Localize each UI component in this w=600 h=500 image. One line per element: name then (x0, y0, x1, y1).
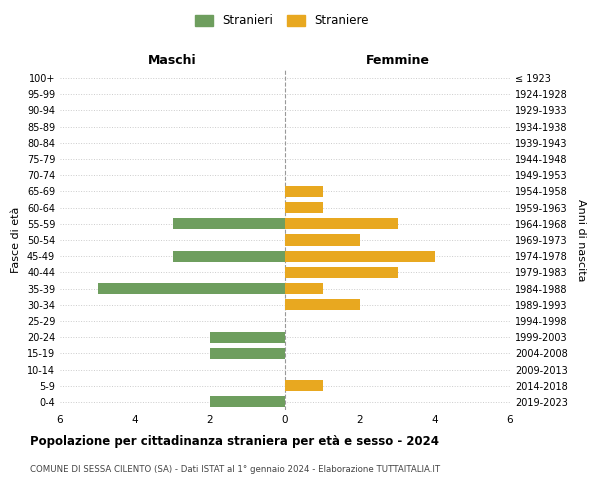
Bar (210, 348, 285, 359)
Bar (285, 234, 360, 246)
Bar (285, 186, 323, 197)
Bar (285, 380, 323, 391)
Bar (285, 267, 398, 278)
Bar (173, 218, 285, 230)
Bar (210, 332, 285, 342)
Bar (285, 283, 323, 294)
Text: Maschi: Maschi (148, 54, 197, 67)
Bar (285, 202, 323, 213)
Bar (173, 250, 285, 262)
Bar (285, 218, 398, 230)
Bar (210, 396, 285, 407)
Legend: Stranieri, Straniere: Stranieri, Straniere (191, 11, 373, 31)
Text: Femmine: Femmine (365, 54, 430, 67)
Bar (285, 300, 360, 310)
Y-axis label: Fasce di età: Fasce di età (11, 207, 21, 273)
Bar (97, 283, 285, 294)
Text: Popolazione per cittadinanza straniera per età e sesso - 2024: Popolazione per cittadinanza straniera p… (30, 435, 439, 448)
Y-axis label: Anni di nascita: Anni di nascita (576, 198, 586, 281)
Bar (285, 250, 435, 262)
Text: COMUNE DI SESSA CILENTO (SA) - Dati ISTAT al 1° gennaio 2024 - Elaborazione TUTT: COMUNE DI SESSA CILENTO (SA) - Dati ISTA… (30, 465, 440, 474)
